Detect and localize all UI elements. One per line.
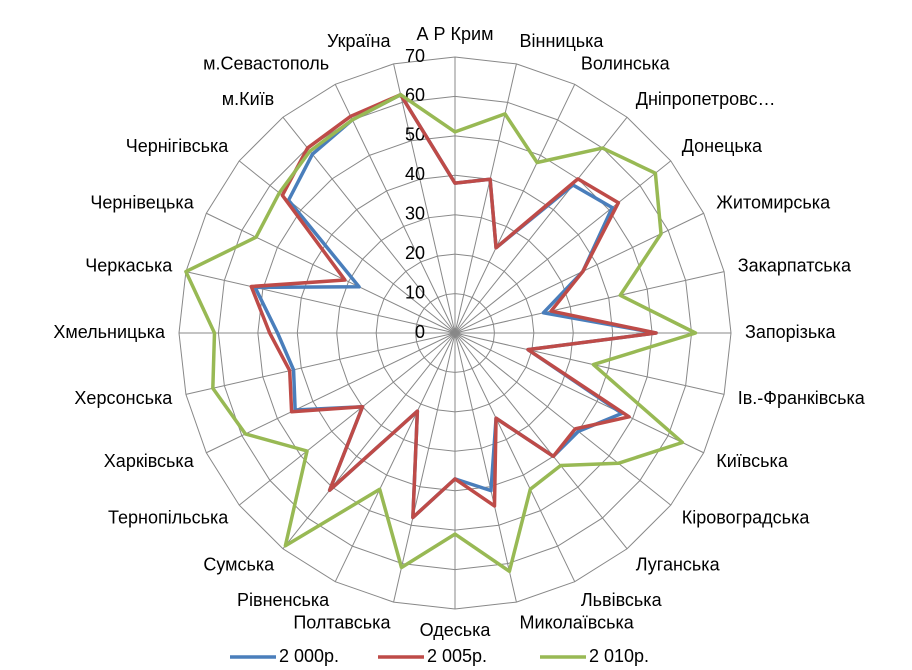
category-label: Луганська: [636, 555, 721, 575]
category-label: Запорізька: [745, 322, 837, 342]
spoke: [454, 160, 672, 334]
y-tick-label: 10: [405, 282, 425, 302]
spoke: [454, 332, 628, 550]
spoke: [393, 332, 456, 603]
category-label: А Р Крим: [417, 24, 494, 44]
category-label: Україна: [327, 31, 391, 51]
spoke: [238, 160, 456, 334]
category-label: Рівненська: [237, 590, 330, 610]
y-tick-label: 50: [405, 125, 425, 145]
y-tick-label: 60: [405, 85, 425, 105]
spoke: [454, 332, 576, 582]
spoke: [238, 332, 456, 506]
y-tick-label: 30: [405, 203, 425, 223]
category-label: Чернівецька: [90, 192, 194, 212]
category-label: Закарпатська: [738, 255, 852, 275]
category-label: Кіровоградська: [682, 508, 811, 528]
category-label: Сумська: [203, 555, 275, 575]
spoke: [334, 84, 456, 334]
y-tick-label: 20: [405, 243, 425, 263]
spoke: [454, 332, 672, 506]
spoke: [454, 332, 704, 454]
spoke: [334, 332, 456, 582]
category-label: Житомирська: [716, 192, 831, 212]
category-label: Київська: [716, 451, 789, 471]
category-label: Черкаська: [85, 255, 173, 275]
category-label: Хмельницька: [53, 322, 166, 342]
category-label: Херсонська: [74, 388, 173, 408]
category-label: Миколаївська: [520, 612, 635, 632]
category-label: Волинська: [581, 53, 671, 73]
category-label: Тернопільська: [108, 508, 229, 528]
spoke: [454, 271, 725, 334]
category-label: Львівська: [581, 590, 663, 610]
series-line: [184, 92, 698, 574]
category-label: Донецька: [682, 136, 763, 156]
category-label: м.Київ: [222, 89, 274, 109]
series-line: [249, 92, 658, 520]
legend-label: 2 000р.: [279, 646, 339, 666]
category-label: Полтавська: [293, 612, 391, 632]
legend-label: 2 005р.: [427, 646, 487, 666]
category-label: Харківська: [104, 451, 195, 471]
spoke: [454, 332, 725, 395]
spoke: [393, 63, 456, 334]
category-label: Ів.-Франківська: [738, 388, 866, 408]
spoke: [185, 332, 456, 395]
spoke: [206, 212, 456, 334]
category-label: Одеська: [420, 620, 492, 640]
spoke: [282, 332, 456, 550]
y-tick-label: 70: [405, 46, 425, 66]
legend-label: 2 010р.: [589, 646, 649, 666]
spoke: [454, 332, 517, 603]
spoke: [185, 271, 456, 334]
spoke: [454, 116, 628, 334]
spoke: [454, 84, 576, 334]
category-label: Дніпропетровс…: [636, 89, 776, 109]
y-tick-label: 40: [405, 164, 425, 184]
y-tick-label: 0: [415, 322, 425, 342]
category-label: Вінницька: [520, 31, 605, 51]
spoke: [454, 63, 517, 334]
category-label: Чернігівська: [126, 136, 230, 156]
category-label: м.Севастополь: [203, 53, 329, 73]
